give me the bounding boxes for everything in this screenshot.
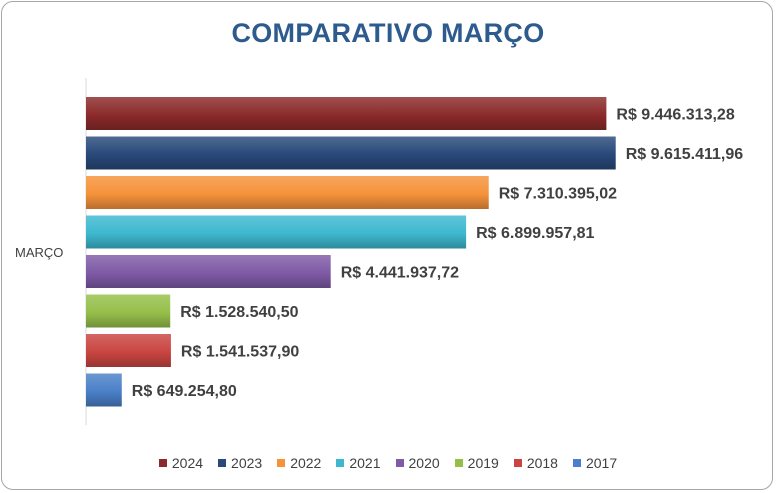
legend-label: 2019 bbox=[467, 455, 499, 471]
legend-label: 2023 bbox=[231, 455, 263, 471]
category-label: MARÇO bbox=[15, 245, 63, 260]
legend-label: 2017 bbox=[585, 455, 618, 471]
legend-item-2017: 2017 bbox=[572, 455, 618, 471]
chart-title: COMPARATIVO MARÇO bbox=[231, 18, 545, 48]
bars-group: R$ 9.446.313,28 R$ 9.615.411,96 R$ 7.310.3… bbox=[86, 97, 743, 407]
data-label-2023: R$ 9.615.411,96 bbox=[626, 146, 744, 163]
data-label-2021: R$ 6.899.957,81 bbox=[476, 225, 594, 242]
legend-item-2024: 2024 bbox=[158, 455, 204, 471]
data-label-2018: R$ 1.541.537,90 bbox=[181, 344, 299, 361]
legend-label: 2020 bbox=[408, 455, 440, 471]
bar-2024 bbox=[86, 97, 607, 130]
bar-2022 bbox=[86, 176, 489, 209]
legend-item-2020: 2020 bbox=[395, 455, 440, 471]
chart-legend: 2024 2023 2022 2021 2020 2019 2018 2017 bbox=[0, 455, 776, 471]
legend-item-2018: 2018 bbox=[513, 455, 558, 471]
legend-label: 2022 bbox=[290, 455, 322, 471]
bar-2021 bbox=[86, 215, 467, 249]
legend-swatch bbox=[277, 459, 286, 467]
legend-swatch bbox=[158, 459, 167, 467]
legend-item-2023: 2023 bbox=[218, 455, 262, 471]
bar-2018 bbox=[86, 334, 171, 367]
bar-2020 bbox=[86, 255, 331, 288]
data-label-2017: R$ 649.254,80 bbox=[132, 383, 237, 400]
legend-swatch bbox=[395, 459, 404, 467]
data-label-2020: R$ 4.441.937,72 bbox=[341, 265, 459, 282]
data-label-2019: R$ 1.528.540,50 bbox=[180, 304, 298, 321]
legend-swatch bbox=[454, 459, 463, 467]
legend-label: 2018 bbox=[526, 455, 558, 471]
legend-swatch bbox=[218, 459, 227, 467]
legend-swatch bbox=[572, 459, 581, 467]
legend-swatch bbox=[336, 459, 345, 467]
bar-2019 bbox=[86, 294, 171, 328]
data-label-2024: R$ 9.446.313,28 bbox=[616, 107, 734, 124]
legend-item-2019: 2019 bbox=[454, 455, 499, 471]
bar-2023 bbox=[86, 136, 616, 170]
legend-item-2022: 2022 bbox=[277, 455, 321, 471]
legend-label: 2021 bbox=[349, 455, 381, 471]
legend-swatch bbox=[513, 459, 522, 467]
bar-2017 bbox=[86, 373, 122, 407]
data-label-2022: R$ 7.310.395,02 bbox=[499, 186, 617, 203]
legend-label: 2024 bbox=[171, 455, 204, 471]
legend-item-2021: 2021 bbox=[336, 455, 381, 471]
